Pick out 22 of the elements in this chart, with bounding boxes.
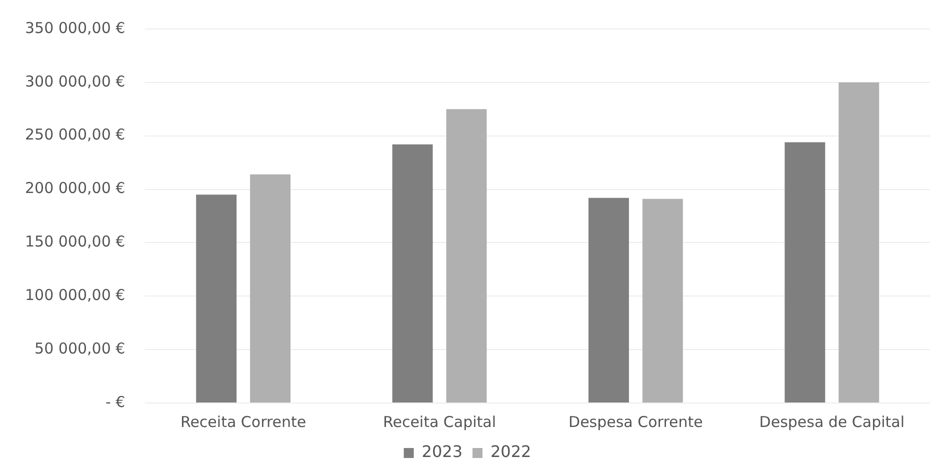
x-tick-label: Receita Corrente [180, 412, 306, 431]
bar [196, 194, 237, 402]
y-tick-label: 350 000,00 € [24, 18, 126, 37]
x-tick-label: Despesa de Capital [759, 412, 905, 431]
y-tick-label: 100 000,00 € [24, 286, 126, 304]
y-tick-label: 250 000,00 € [24, 126, 126, 144]
y-tick-label: 200 000,00 € [24, 179, 126, 198]
y-tick-label: 300 000,00 € [24, 72, 126, 90]
bar [642, 198, 683, 402]
bar [392, 144, 433, 402]
x-tick-label: Despesa Corrente [568, 412, 703, 431]
bar [588, 198, 629, 402]
legend-label: 2022 [490, 442, 532, 462]
legend-label: 2023 [422, 442, 462, 462]
y-tick-label: - € [105, 392, 126, 411]
bar [446, 109, 487, 402]
bar [250, 174, 291, 402]
y-tick-label: 150 000,00 € [24, 232, 126, 251]
y-tick-label: 50 000,00 € [34, 339, 126, 358]
bar [838, 82, 880, 402]
bar [784, 142, 826, 402]
x-tick-label: Receita Capital [382, 412, 496, 431]
